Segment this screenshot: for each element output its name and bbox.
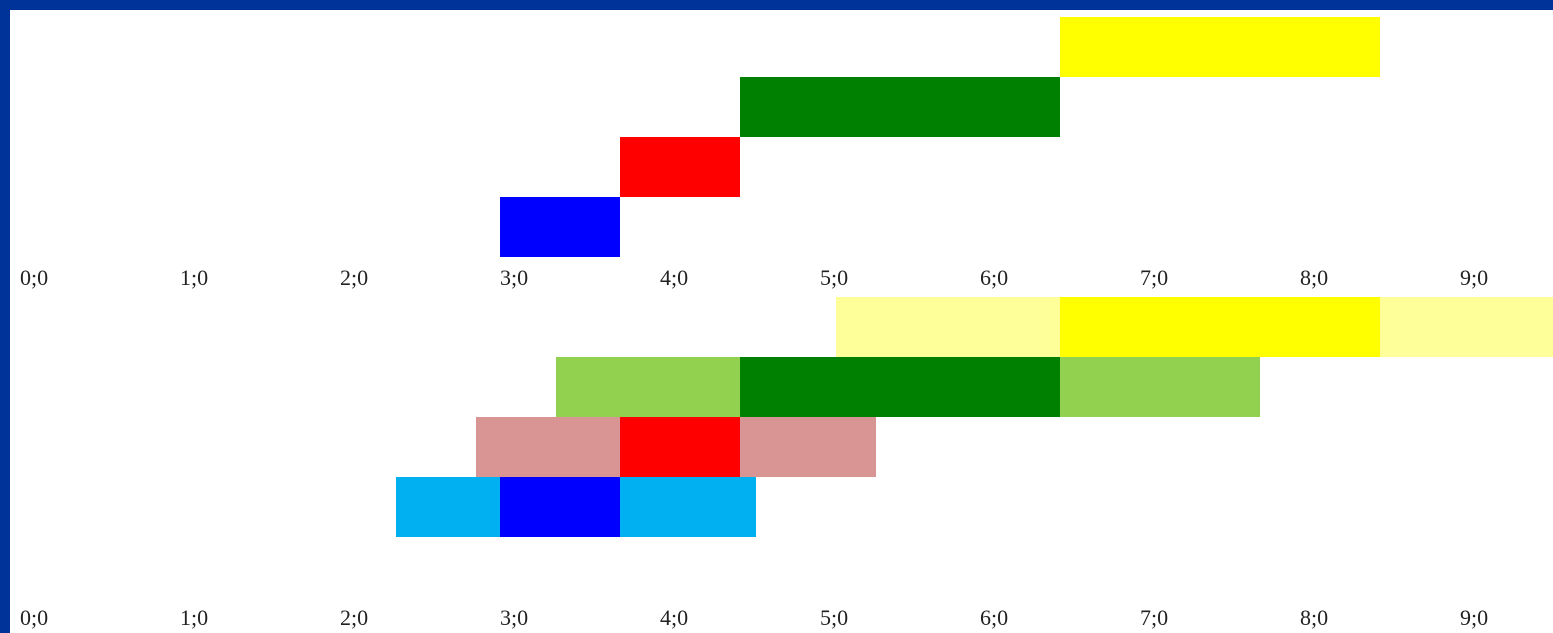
x-tick-label: 8;0 bbox=[1300, 605, 1329, 630]
timeline-chart-top: 0;0 1;0 2;0 3;0 4;0 5;0 6;0 7;0 8;0 9;0 bbox=[10, 10, 1553, 310]
range-bar-row-2 bbox=[476, 417, 620, 477]
range-bar-row-1 bbox=[396, 477, 500, 537]
x-tick-label: 0;0 bbox=[20, 605, 49, 630]
x-tick-label: 5;0 bbox=[820, 605, 849, 630]
x-tick-label: 6;0 bbox=[980, 265, 1009, 290]
x-tick-label: 9;0 bbox=[1460, 265, 1489, 290]
range-bar-row-3 bbox=[1060, 357, 1260, 417]
diagram-canvas: 0;0 1;0 2;0 3;0 4;0 5;0 6;0 7;0 8;0 9;0 0;0 1;0 2;0… bbox=[10, 10, 1553, 633]
range-bar-row-1 bbox=[500, 477, 620, 537]
range-bar-row-2 bbox=[620, 137, 740, 197]
range-bar-row-3 bbox=[740, 357, 1060, 417]
x-tick-label: 7;0 bbox=[1140, 265, 1169, 290]
x-tick-label: 7;0 bbox=[1140, 605, 1169, 630]
x-tick-label: 1;0 bbox=[180, 265, 209, 290]
range-bar-row-4 bbox=[836, 297, 1060, 357]
x-tick-label: 5;0 bbox=[820, 265, 849, 290]
range-bar-row-1 bbox=[620, 477, 756, 537]
x-tick-label: 2;0 bbox=[340, 605, 369, 630]
x-tick-label: 2;0 bbox=[340, 265, 369, 290]
range-bar-row-3 bbox=[740, 77, 1060, 137]
range-bar-row-3 bbox=[556, 357, 740, 417]
x-tick-label: 4;0 bbox=[660, 265, 689, 290]
range-bar-row-4 bbox=[1060, 17, 1380, 77]
x-tick-label: 8;0 bbox=[1300, 265, 1329, 290]
x-tick-label: 3;0 bbox=[500, 605, 529, 630]
x-tick-label: 1;0 bbox=[180, 605, 209, 630]
x-tick-label: 4;0 bbox=[660, 605, 689, 630]
range-bar-row-1 bbox=[500, 197, 620, 257]
x-tick-label: 9;0 bbox=[1460, 605, 1489, 630]
range-bar-row-2 bbox=[740, 417, 876, 477]
timeline-chart-bottom: 0;0 1;0 2;0 3;0 4;0 5;0 6;0 7;0 8;0 9;0 bbox=[10, 297, 1553, 633]
x-tick-label: 0;0 bbox=[20, 265, 49, 290]
range-bar-row-4 bbox=[1380, 297, 1553, 357]
range-bar-row-2 bbox=[620, 417, 740, 477]
range-bar-row-4 bbox=[1060, 297, 1380, 357]
x-tick-label: 6;0 bbox=[980, 605, 1009, 630]
x-tick-label: 3;0 bbox=[500, 265, 529, 290]
